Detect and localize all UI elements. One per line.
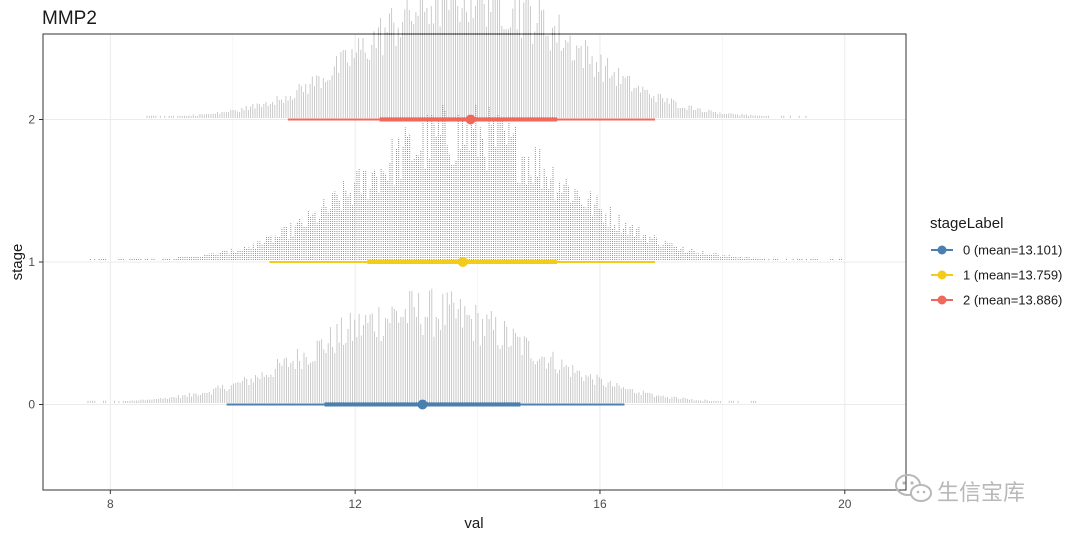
watermark-text: 生信宝库 — [937, 481, 1025, 506]
stage-2-dot-distribution — [146, 0, 807, 118]
stage-1-dot-distribution — [89, 104, 843, 260]
x-tick-label: 20 — [838, 497, 852, 511]
y-tick-label: 0 — [28, 398, 35, 412]
point-intervals — [226, 114, 656, 410]
x-axis-ticks: 8 12 16 20 — [107, 490, 852, 511]
wechat-icon — [895, 474, 932, 502]
watermark: 生信宝库 — [895, 474, 1025, 506]
x-axis-title: val — [464, 515, 483, 532]
legend-title: stageLabel — [930, 215, 1003, 232]
legend-item: 2 (mean=13.886) — [931, 293, 1062, 308]
stage-2-pointinterval — [287, 114, 656, 125]
legend-label: 0 (mean=13.101) — [963, 243, 1062, 258]
legend-label: 1 (mean=13.759) — [963, 268, 1062, 283]
y-tick-label: 2 — [28, 113, 35, 127]
y-axis-title: stage — [9, 244, 26, 281]
legend-item: 1 (mean=13.759) — [931, 268, 1062, 283]
x-tick-label: 16 — [593, 497, 607, 511]
legend-key-point — [937, 270, 947, 280]
stage-0-dot-distribution — [87, 288, 757, 403]
legend-items: 0 (mean=13.101) 1 (mean=13.759) 2 (mean=13… — [931, 243, 1062, 308]
y-tick-label: 1 — [28, 255, 35, 269]
mean-point — [417, 399, 428, 410]
mean-point — [457, 257, 468, 267]
legend: stageLabel 0 (mean=13.101) 1 (mean=13.759… — [930, 215, 1062, 308]
mean-point — [465, 114, 476, 125]
legend-item: 0 (mean=13.101) — [931, 243, 1062, 258]
legend-label: 2 (mean=13.886) — [963, 293, 1062, 308]
legend-key-point — [937, 295, 947, 305]
chart-title: MMP2 — [42, 8, 97, 29]
legend-key-point — [937, 245, 947, 255]
stage-0-pointinterval — [226, 399, 625, 410]
x-tick-label: 12 — [348, 497, 362, 511]
stage-1-pointinterval — [269, 257, 656, 267]
y-axis-ticks: 0 1 2 — [28, 113, 43, 412]
x-tick-label: 8 — [107, 497, 114, 511]
dot-distributions — [87, 0, 843, 403]
